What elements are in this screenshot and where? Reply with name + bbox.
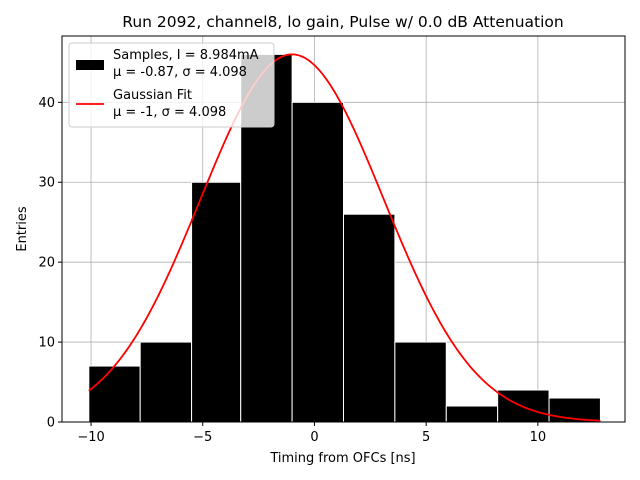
histogram-bar [394, 341, 447, 423]
y-axis-ticks: 0 10 20 30 40 [38, 96, 62, 431]
y-tick-label: 10 [38, 336, 55, 351]
y-tick-label: 20 [38, 256, 55, 271]
legend-samples-stats: μ = -0.87, σ = 4.098 [113, 65, 247, 80]
histogram-bar [291, 101, 345, 423]
histogram-bar [343, 213, 396, 423]
histogram-bar [191, 181, 242, 423]
histogram-bar [139, 341, 193, 423]
y-tick-label: 0 [47, 416, 55, 431]
fit-curve-layer [88, 53, 601, 422]
gaussian-fit-curve [88, 53, 601, 422]
legend-box [68, 42, 275, 128]
legend-fit-label: Gaussian Fit [113, 88, 192, 103]
x-tick-label: −10 [77, 430, 104, 445]
y-tick-label: 30 [38, 176, 55, 191]
y-axis-label: Entries [15, 206, 30, 252]
x-tick-label: 5 [422, 430, 430, 445]
x-tick-label: −5 [193, 430, 212, 445]
legend-samples-label: Samples, I = 8.984mA [113, 48, 259, 63]
chart-title: Run 2092, channel8, lo gain, Pulse w/ 0.… [122, 13, 563, 31]
x-tick-label: 0 [310, 430, 318, 445]
y-tick-label: 40 [38, 96, 55, 111]
histogram-bar [445, 405, 499, 423]
legend-fit-stats: μ = -1, σ = 4.098 [113, 105, 226, 120]
histogram-bar [88, 365, 141, 423]
plot-frame [61, 35, 626, 423]
legend: Samples, I = 8.984mA μ = -0.87, σ = 4.09… [68, 42, 275, 128]
x-axis-ticks: −10 −5 0 5 10 [77, 422, 546, 445]
legend-samples-swatch [76, 60, 104, 70]
x-tick-label: 10 [530, 430, 547, 445]
x-axis-label: Timing from OFCs [ns] [269, 451, 415, 466]
